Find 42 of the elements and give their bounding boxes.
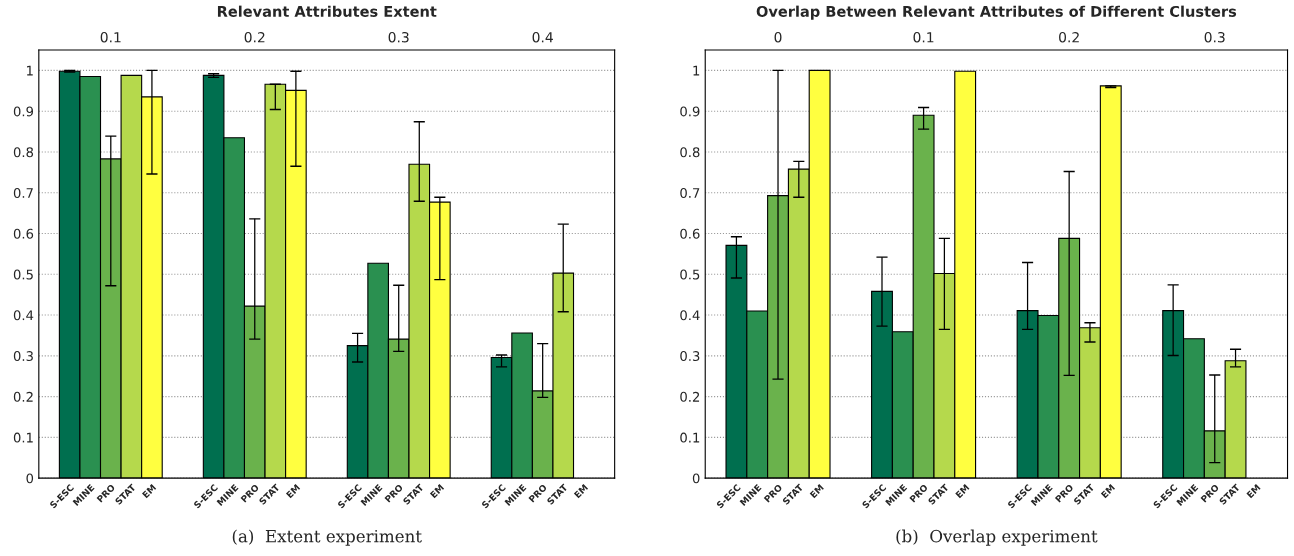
- y-tick-label: 0.1: [13, 432, 33, 443]
- chart-title: Overlap Between Relevant Attributes of Different Clusters: [756, 5, 1237, 20]
- y-tick-label: 0.8: [680, 147, 700, 158]
- y-tick-label: 0.2: [680, 391, 700, 402]
- x-tick-label: 0.2: [244, 31, 265, 43]
- y-tick-label: 0.4: [680, 310, 700, 321]
- y-tick-label: 0.6: [680, 228, 700, 239]
- text: EM: [142, 484, 157, 499]
- x-tick-label: 0.3: [388, 31, 409, 43]
- text: EM: [955, 484, 970, 499]
- y-tick-label: 0.5: [13, 269, 33, 280]
- y-tick-label: 0.3: [13, 351, 33, 362]
- text: (a) Extent experiment: [232, 529, 422, 546]
- y-tick-label: 0.8: [13, 147, 34, 158]
- x-tick-label: 0.4: [532, 31, 553, 43]
- text: EM: [1100, 484, 1116, 499]
- x-tick-label: 0.2: [1059, 31, 1079, 43]
- y-tick-label: 0: [692, 473, 700, 484]
- y-tick-label: 0.7: [13, 187, 33, 198]
- text: EM: [573, 484, 589, 499]
- chart-title: Relevant Attributes Extent: [217, 5, 437, 17]
- y-tick-label: 0.9: [13, 106, 34, 117]
- text: EM: [1246, 484, 1261, 499]
- x-tick-label: 0.1: [913, 31, 934, 43]
- y-tick-label: 1: [693, 65, 700, 76]
- x-tick-label: 0: [774, 31, 782, 43]
- y-tick-label: 1: [27, 65, 33, 76]
- y-tick-label: 0.3: [680, 351, 700, 362]
- text: EM: [809, 484, 824, 499]
- x-tick-label: 0.1: [100, 31, 121, 43]
- y-tick-label: 0: [26, 473, 34, 484]
- y-tick-label: 0.1: [680, 432, 700, 443]
- y-tick-label: 0.5: [680, 269, 700, 280]
- y-tick-label: 0.4: [13, 310, 34, 321]
- y-tick-label: 0.2: [13, 391, 33, 402]
- y-tick-label: 0.9: [680, 106, 700, 117]
- y-tick-label: 0.7: [680, 187, 700, 198]
- text: EM: [285, 484, 301, 499]
- text: (b) Overlap experiment: [896, 529, 1098, 546]
- y-tick-label: 0.6: [13, 228, 34, 239]
- text: EM: [429, 484, 445, 499]
- x-tick-label: 0.3: [1204, 31, 1225, 43]
